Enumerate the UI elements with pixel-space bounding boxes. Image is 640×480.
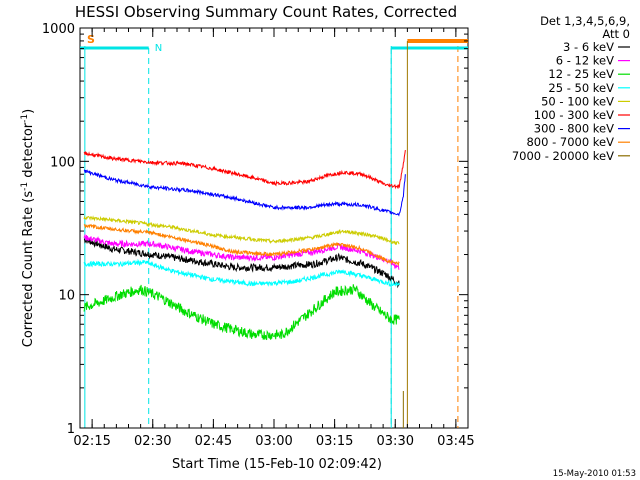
- chart-title: HESSI Observing Summary Count Rates, Cor…: [75, 3, 457, 21]
- y-axis-label-part2: detector: [21, 122, 36, 182]
- legend-label: 12 - 25 keV: [548, 67, 614, 81]
- y-axis-label: Corrected Count Rate (s-1 detector-1): [20, 109, 36, 347]
- legend-label: 7000 - 20000 keV: [512, 149, 614, 163]
- attenuator-flag-label: S: [87, 33, 95, 46]
- legend-label: 300 - 800 keV: [534, 122, 614, 136]
- series-line-12-25-kev: [83, 284, 400, 341]
- legend-label: 100 - 300 keV: [534, 108, 614, 122]
- night-flag-label: N: [155, 43, 162, 54]
- series-line-6-12-kev: [83, 233, 400, 270]
- generation-timestamp: 15-May-2010 01:53: [553, 469, 636, 479]
- series-line-800-7000-kev: [83, 223, 400, 267]
- y-axis-label-part1: Corrected Count Rate (s: [21, 191, 36, 348]
- series-line-25-50-kev: [83, 258, 400, 288]
- legend-label: 800 - 7000 keV: [526, 135, 614, 149]
- legend-label: 3 - 6 keV: [563, 40, 614, 54]
- y-tick-label: 100: [50, 155, 75, 170]
- legend-header-1: Det 1,3,4,5,6,9,: [540, 14, 630, 28]
- legend-label: 50 - 100 keV: [541, 94, 614, 108]
- x-tick-label: 03:00: [255, 434, 292, 449]
- legend-label: 6 - 12 keV: [556, 54, 614, 68]
- x-tick-label: 02:45: [195, 434, 232, 449]
- legend-label: 25 - 50 keV: [548, 81, 614, 95]
- y-axis-label-sup1: -1: [20, 182, 30, 191]
- x-tick-label: 03:15: [316, 434, 353, 449]
- x-tick-label: 02:30: [134, 434, 171, 449]
- series-line-50-100-kev: [83, 215, 400, 246]
- series-line-100-300-kev: [83, 150, 406, 190]
- x-tick-label: 02:15: [73, 434, 110, 449]
- x-tick-label: 03:45: [437, 434, 474, 449]
- y-axis-label-sup2: -1: [20, 114, 30, 123]
- y-tick-label: 10: [58, 289, 75, 304]
- plot-area: [79, 27, 469, 429]
- x-tick-label: 03:30: [377, 434, 414, 449]
- y-tick-label: 1000: [42, 22, 75, 37]
- y-tick-label: 1: [67, 422, 75, 437]
- legend-header-2: Att 0: [602, 27, 630, 41]
- x-axis-label: Start Time (15-Feb-10 02:09:42): [172, 457, 382, 472]
- series-line-300-800-kev: [83, 169, 406, 217]
- y-axis-label-part3: ): [21, 109, 36, 114]
- series-line-3-6-kev: [83, 237, 400, 289]
